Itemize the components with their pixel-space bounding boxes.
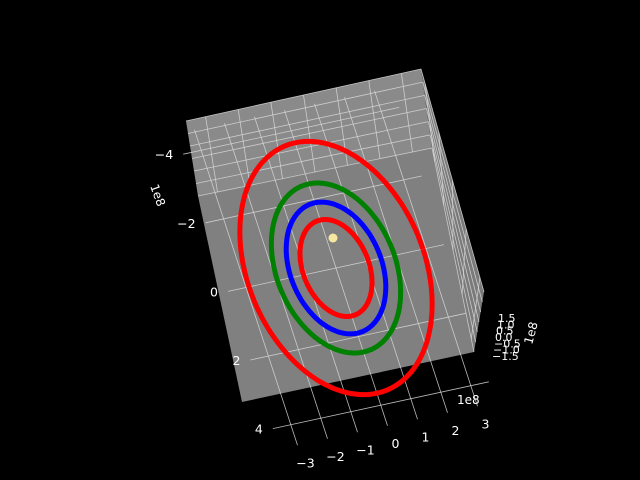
side-pane-grid-line [422, 82, 483, 303]
x-tick-label: −2 [326, 449, 344, 464]
orbit-line-orbit-2 [283, 199, 389, 337]
z-axis-offset-text: 1e8 [521, 320, 540, 346]
x-tick-label: 2 [452, 423, 460, 438]
y-tick-label: 0 [210, 284, 218, 299]
back-pane-grid-line [187, 81, 423, 134]
z-tick-label: 1.5 [498, 312, 516, 325]
back-pane-grid-line [197, 147, 433, 197]
y-tick-label: 4 [255, 422, 263, 437]
back-pane-grid-line [195, 134, 431, 184]
z-tick-label: −1.0 [493, 344, 520, 357]
grid-line-y [227, 244, 445, 292]
back-pane-grid-line [185, 68, 422, 122]
grid-line-y [272, 381, 489, 429]
orbit-line-orbit-1 [297, 217, 375, 319]
x-tick-label: 1 [422, 429, 430, 444]
x-axis-offset-text: 1e8 [457, 393, 480, 407]
back-pane-grid-line [189, 94, 425, 147]
x-tick-label: 0 [392, 436, 400, 451]
x-tick-label: −1 [356, 442, 374, 457]
grid-line-y [183, 107, 400, 155]
sun-marker [328, 233, 338, 243]
z-tick-label: −0.5 [494, 337, 521, 350]
side-pane-grid-line [424, 95, 482, 313]
side-pane-grid-line [431, 147, 475, 353]
back-pane-grid-line [191, 108, 427, 159]
side-pane-grid-line [426, 108, 480, 323]
side-pane-grid-line [429, 134, 477, 343]
z-tick-label: −1.5 [492, 350, 519, 363]
y-tick-label: −4 [155, 147, 173, 162]
back-pane-grid-line [193, 121, 429, 172]
y-tick-label: −2 [177, 216, 195, 231]
orbit-line-orbit-3 [268, 180, 404, 356]
z-tick-label: 0.5 [496, 325, 514, 338]
x-tick-label: 3 [482, 416, 490, 431]
z-tick-label: 1.0 [497, 318, 515, 331]
orbit-line-orbit-4 [237, 138, 435, 398]
orbit-lines [237, 138, 435, 398]
side-pane-grid-line [427, 121, 478, 333]
side-pane-grid-line [420, 68, 485, 293]
z-tick-label: 0.0 [495, 331, 513, 344]
y-tick-label: 2 [232, 353, 240, 368]
tick-labels: −3 −2 −1 0 1 2 3 −4 −2 0 2 4 1.51.00.50.0−0.5−1.0−1.… [155, 147, 521, 470]
x-tick-label: −3 [296, 455, 314, 470]
